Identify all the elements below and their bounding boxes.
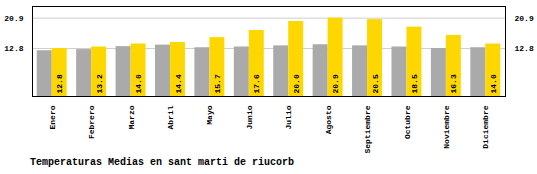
svg-text:20.9: 20.9 xyxy=(515,14,534,23)
svg-text:12.8: 12.8 xyxy=(4,44,23,53)
svg-text:Mayo: Mayo xyxy=(205,105,214,124)
html-text:Temperaturas Medias en sant ma: Temperaturas Medias en sant marti de riu… xyxy=(30,157,294,168)
svg-text:Abril: Abril xyxy=(166,105,175,129)
svg-text:20.5: 20.5 xyxy=(371,74,380,93)
svg-text:13.2: 13.2 xyxy=(95,74,104,93)
svg-text:20.9: 20.9 xyxy=(4,14,23,23)
svg-text:14.4: 14.4 xyxy=(174,74,183,93)
svg-text:Noviembre: Noviembre xyxy=(442,105,451,148)
svg-text:12.8: 12.8 xyxy=(515,44,534,53)
svg-text:Diciembre: Diciembre xyxy=(481,105,490,148)
svg-text:16.3: 16.3 xyxy=(449,74,458,93)
svg-text:Marzo: Marzo xyxy=(127,105,136,129)
svg-text:Enero: Enero xyxy=(48,105,57,129)
svg-text:17.6: 17.6 xyxy=(252,74,261,93)
svg-text:Septiembre: Septiembre xyxy=(363,105,372,153)
svg-text:14.0: 14.0 xyxy=(134,74,143,93)
svg-text:Julio: Julio xyxy=(284,105,293,129)
svg-text:Agosto: Agosto xyxy=(324,105,333,134)
svg-text:20.9: 20.9 xyxy=(331,74,340,93)
svg-text:Febrero: Febrero xyxy=(87,105,96,139)
svg-text:14.0: 14.0 xyxy=(489,74,498,93)
svg-text:15.7: 15.7 xyxy=(213,74,222,93)
svg-text:Octubre: Octubre xyxy=(403,105,412,139)
svg-text:20.0: 20.0 xyxy=(292,74,301,93)
svg-text:18.5: 18.5 xyxy=(410,74,419,93)
svg-text:12.8: 12.8 xyxy=(55,74,64,93)
svg-text:Junio: Junio xyxy=(245,105,254,129)
